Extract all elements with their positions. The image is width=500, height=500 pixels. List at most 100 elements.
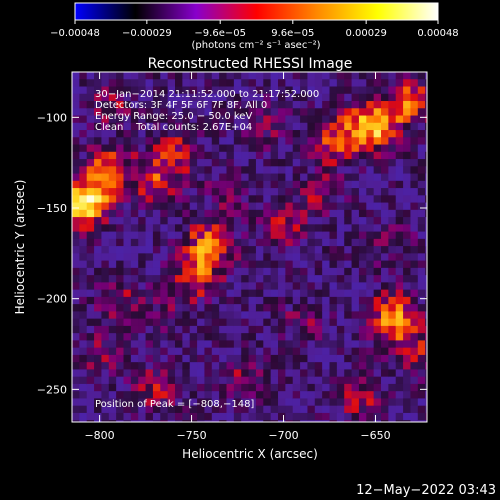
heatmap-cell — [403, 311, 412, 320]
heatmap-cell — [425, 383, 427, 392]
heatmap-cell — [241, 267, 250, 276]
heatmap-cell — [94, 318, 103, 327]
heatmap-cell — [373, 246, 382, 254]
heatmap-cell — [101, 383, 110, 392]
heatmap-cell — [344, 376, 353, 385]
heatmap-cell — [79, 412, 88, 421]
heatmap-cell — [79, 79, 88, 88]
heatmap-cell — [358, 159, 367, 167]
heatmap-cell — [278, 304, 286, 312]
heatmap-cell — [358, 202, 367, 211]
heatmap-cell — [307, 108, 316, 117]
heatmap-cell — [255, 79, 264, 88]
heatmap-cell — [94, 333, 103, 341]
x-tick-label: −800 — [84, 429, 114, 442]
heatmap-cell — [204, 166, 213, 175]
heatmap-cell — [322, 72, 331, 80]
heatmap-cell — [388, 224, 397, 233]
heatmap-cell — [351, 173, 360, 182]
heatmap-cell — [292, 224, 301, 233]
heatmap-cell — [300, 369, 309, 378]
heatmap-cell — [79, 202, 88, 211]
heatmap-cell — [204, 159, 213, 167]
heatmap-cell — [292, 115, 301, 124]
heatmap-cell — [86, 391, 95, 400]
heatmap-cell — [388, 217, 397, 225]
heatmap-cell — [314, 173, 323, 182]
heatmap-cell — [189, 260, 198, 269]
heatmap-cell — [314, 217, 323, 225]
heatmap-cell — [314, 376, 323, 385]
heatmap-cell — [160, 253, 169, 262]
heatmap-cell — [116, 72, 125, 80]
heatmap-cell — [72, 340, 80, 349]
heatmap-cell — [403, 130, 412, 138]
heatmap-cell — [175, 180, 183, 189]
heatmap-cell — [344, 340, 353, 349]
heatmap-cell — [211, 173, 220, 182]
heatmap-cell — [160, 362, 169, 371]
heatmap-cell — [211, 86, 220, 95]
heatmap-cell — [388, 173, 397, 182]
heatmap-cell — [175, 101, 183, 109]
heatmap-cell — [366, 151, 375, 160]
heatmap-cell — [204, 369, 213, 378]
heatmap-cell — [351, 130, 360, 138]
heatmap-cell — [307, 173, 316, 182]
heatmap-cell — [167, 246, 176, 254]
heatmap-cell — [425, 180, 427, 189]
heatmap-cell — [197, 144, 206, 153]
heatmap-cell — [86, 325, 95, 334]
heatmap-cell — [197, 108, 206, 117]
annotation-detectors: Detectors: 3F 4F 5F 6F 7F 8F, All 0 — [95, 100, 267, 111]
heatmap-cell — [233, 405, 242, 414]
heatmap-cell — [138, 101, 147, 109]
heatmap-cell — [336, 412, 345, 421]
heatmap-cell — [108, 173, 117, 182]
heatmap-cell — [351, 391, 360, 400]
heatmap-cell — [300, 231, 309, 240]
heatmap-cell — [373, 412, 382, 421]
heatmap-cell — [145, 289, 154, 298]
heatmap-cell — [116, 159, 125, 167]
heatmap-cell — [233, 188, 242, 196]
heatmap-cell — [410, 405, 419, 414]
heatmap-cell — [270, 420, 279, 422]
heatmap-cell — [322, 122, 331, 131]
heatmap-cell — [329, 260, 338, 269]
heatmap-cell — [189, 376, 198, 385]
heatmap-cell — [116, 238, 125, 247]
heatmap-cell — [381, 398, 389, 407]
heatmap-cell — [116, 354, 125, 363]
heatmap-cell — [248, 383, 257, 392]
heatmap-cell — [255, 93, 264, 102]
heatmap-cell — [351, 398, 360, 407]
heatmap-cell — [233, 108, 242, 117]
heatmap-cell — [417, 391, 426, 400]
heatmap-cell — [270, 115, 279, 124]
heatmap-cell — [263, 166, 272, 175]
heatmap-cell — [425, 166, 427, 175]
heatmap-cell — [219, 296, 228, 305]
heatmap-cell — [366, 166, 375, 175]
heatmap-cell — [175, 304, 183, 312]
heatmap-cell — [270, 144, 279, 153]
heatmap-cell — [123, 376, 132, 385]
heatmap-cell — [366, 231, 375, 240]
heatmap-cell — [160, 159, 169, 167]
heatmap-cell — [175, 318, 183, 327]
heatmap-cell — [358, 122, 367, 131]
heatmap-cell — [285, 231, 294, 240]
heatmap-cell — [425, 398, 427, 407]
heatmap-cell — [417, 340, 426, 349]
heatmap-cell — [108, 115, 117, 124]
heatmap-cell — [175, 362, 183, 371]
heatmap-cell — [211, 260, 220, 269]
heatmap-cell — [366, 275, 375, 283]
heatmap-cell — [381, 224, 389, 233]
heatmap-cell — [123, 246, 132, 254]
heatmap-cell — [395, 369, 404, 378]
heatmap-cell — [403, 347, 412, 356]
heatmap-cell — [373, 398, 382, 407]
heatmap-cell — [336, 159, 345, 167]
